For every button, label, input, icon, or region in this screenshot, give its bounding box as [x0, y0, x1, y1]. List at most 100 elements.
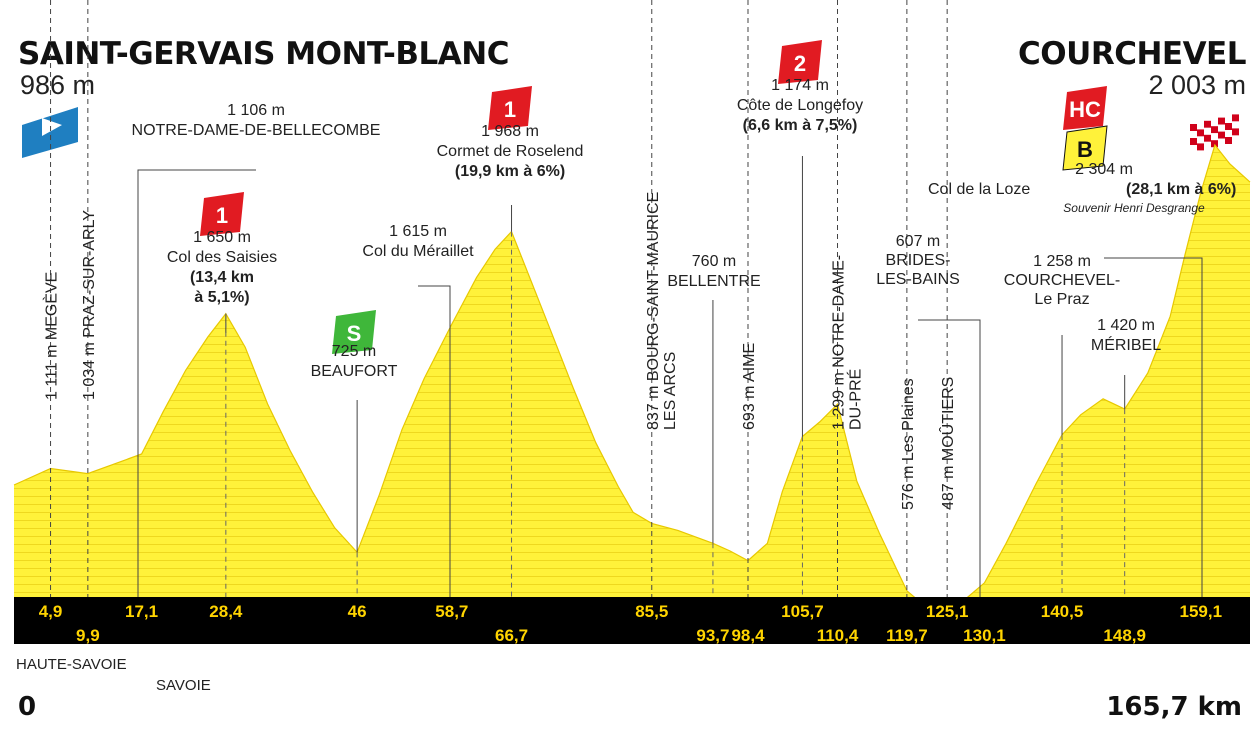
km-label: 28,4: [209, 602, 243, 621]
point-3-detail: (13,4 km: [190, 269, 254, 286]
point-15-name2: COURCHEVEL-: [1004, 272, 1120, 289]
finish-flag-cell: [1225, 137, 1232, 144]
start-altitude: 986 m: [20, 70, 96, 100]
point-5-name2: Col du Méraillet: [362, 243, 474, 260]
point-3-category-badge-shape: [200, 192, 244, 236]
point-2-leader: [137, 169, 256, 597]
point-13-name: 487 m MOÛTIERS: [938, 377, 957, 510]
km-label: 46: [348, 602, 367, 621]
point-14-leader: [918, 319, 981, 597]
point-13-label: 487 m MOÛTIERS: [938, 377, 957, 510]
point-6-name: 1 968 m: [481, 123, 539, 140]
point-6-detail: (19,9 km à 6%): [455, 163, 565, 180]
point-14-name2: BRIDES-: [886, 252, 951, 269]
point-3-category-badge-text: 1: [216, 203, 228, 228]
point-6-name2: Cormet de Roselend: [437, 143, 584, 160]
point-4-name2: BEAUFORT: [311, 363, 398, 380]
marker-lines: [50, 0, 1203, 597]
climb-badges: 1 S 1 2 HC B: [200, 40, 1108, 354]
km-label: 93,7: [696, 626, 729, 645]
point-14-name: 607 m: [896, 233, 940, 250]
finish-flag-cell: [1225, 130, 1232, 137]
point-17-hc-badge-text: HC: [1069, 97, 1101, 122]
finish-flag-cell: [1197, 136, 1204, 144]
point-2-name2: NOTRE-DAME-DE-BELLECOMBE: [132, 122, 381, 139]
point-17-hc-badge: HC: [1063, 86, 1107, 130]
point-4-sprint-badge-text: S: [347, 321, 362, 346]
point-11-label: 1 299 m NOTRE-DAME- DU-PRÉ: [831, 255, 865, 430]
start-town: SAINT-GERVAIS MONT-BLANC: [18, 36, 509, 72]
region-savoie: SAVOIE: [156, 677, 211, 694]
point-10-name2: Côte de Longefoy: [737, 97, 863, 114]
point-11-name2: DU-PRÉ: [846, 369, 865, 430]
point-17-bonus-badge-text: B: [1077, 137, 1093, 162]
finish-flag-cell: [1211, 126, 1218, 134]
finish-flag-cell: [1190, 138, 1197, 145]
km-label: 17,1: [125, 602, 158, 621]
finish-flag-cell: [1197, 143, 1204, 151]
point-17-name: 2 304 m: [1075, 161, 1133, 178]
point-1-name: 1 034 m PRAZ-SUR-ARLY: [81, 210, 98, 400]
elevation-outline: [13, 143, 1251, 615]
km-label: 130,1: [963, 626, 1006, 645]
elevation-profile: [14, 145, 1250, 614]
km-band: [14, 597, 1250, 644]
km-label: 66,7: [495, 626, 528, 645]
km-label: 125,1: [926, 602, 969, 621]
km-label: 159,1: [1179, 602, 1222, 621]
total-distance: 165,7 km: [1106, 692, 1242, 722]
point-10-detail: (6,6 km à 7,5%): [743, 117, 858, 134]
point-17-hc-badge-shape: [1063, 86, 1107, 130]
km-label: 85,5: [635, 602, 668, 621]
finish-flag-icon: [1190, 114, 1239, 152]
finish-flag-cell: [1218, 124, 1225, 132]
finish-flag-cell: [1225, 123, 1232, 130]
km-label: 105,7: [781, 602, 824, 621]
point-1-label: 1 034 m PRAZ-SUR-ARLY: [81, 210, 98, 400]
point-17-bonus-badge: B: [1062, 125, 1108, 171]
finish-flag-cell: [1204, 120, 1211, 128]
point-17-name2: Col de la Loze: [928, 181, 1030, 198]
finish-flag-cell: [1211, 140, 1218, 148]
finish-flag-cell: [1218, 131, 1225, 139]
point-10-category-badge-shape: [778, 40, 822, 84]
finish-flag-cell: [1225, 116, 1232, 123]
point-10-category-badge: 2: [778, 40, 822, 84]
km-labels: 4,9 9,9 17,1 28,4 46 58,7 66,7 85,5 93,7 98,4 105,…: [39, 602, 1222, 645]
finish-flag-cell: [1190, 145, 1197, 152]
finish-altitude: 2 003 m: [1148, 70, 1246, 100]
region-haute-savoie: HAUTE-SAVOIE: [16, 656, 127, 673]
point-10-name: 1 174 m: [771, 77, 829, 94]
point-9-name: 693 m AIME: [741, 343, 758, 430]
point-6-category-badge-shape: [488, 86, 532, 130]
point-15-detail: Le Praz: [1034, 291, 1089, 308]
finish-flag-cell: [1232, 135, 1239, 143]
point-3-name2: Col des Saisies: [167, 249, 277, 266]
finish-flag-cell: [1197, 122, 1204, 130]
point-8-name: 760 m: [692, 253, 736, 270]
point-8-name2: BELLENTRE: [667, 273, 760, 290]
point-12-label: 576 m Les Plaines: [900, 378, 917, 510]
point-5-leader: [418, 285, 451, 597]
point-0-name: 1 111 m MEGÈVE: [42, 272, 61, 400]
finish-flag-cell: [1232, 121, 1239, 129]
km-label: 4,9: [39, 602, 63, 621]
finish-flag-cell: [1232, 114, 1239, 122]
point-17-detail2: Souvenir Henri Desgrange: [1063, 201, 1205, 215]
finish-flag-cell: [1190, 124, 1197, 131]
finish-flag-cell: [1204, 127, 1211, 135]
start-km: 0: [18, 692, 37, 722]
point-labels: 1 111 m MEGÈVE 1 034 m PRAZ-SUR-ARLY 1 106…: [42, 77, 1237, 510]
km-label: 110,4: [817, 626, 859, 645]
km-label: 9,9: [76, 626, 100, 645]
finish-town: COURCHEVEL: [1018, 36, 1246, 72]
finish-flag-cell: [1190, 131, 1197, 138]
point-9-label: 693 m AIME: [741, 343, 758, 430]
finish-flag-cell: [1218, 117, 1225, 125]
point-17-bonus-badge-shape: [1062, 125, 1108, 171]
finish-flag-cell: [1204, 134, 1211, 142]
point-3-category-badge: 1: [200, 192, 244, 236]
point-4-name: 725 m: [332, 343, 376, 360]
point-4-sprint-badge: S: [332, 310, 376, 354]
